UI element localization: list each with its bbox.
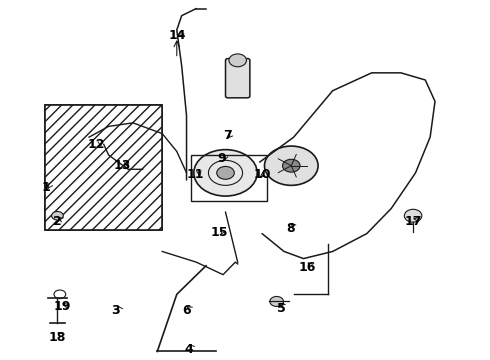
Text: 13: 13 [114,159,131,172]
Text: 1: 1 [42,181,50,194]
Text: 6: 6 [182,304,191,317]
Text: 5: 5 [277,302,286,315]
Text: 15: 15 [210,226,228,239]
Text: 10: 10 [253,168,271,181]
Text: 7: 7 [223,129,232,142]
Circle shape [229,54,246,67]
Text: 11: 11 [187,168,204,181]
Text: 4: 4 [185,343,194,356]
Circle shape [265,146,318,185]
Circle shape [194,150,257,196]
Circle shape [404,209,422,222]
Text: 3: 3 [112,304,120,317]
Text: 8: 8 [286,222,294,235]
Circle shape [217,166,234,179]
FancyBboxPatch shape [225,59,250,98]
FancyBboxPatch shape [45,105,162,230]
Text: 19: 19 [53,300,71,313]
Text: 12: 12 [88,138,105,151]
Text: 16: 16 [299,261,316,274]
Polygon shape [45,105,162,230]
Text: 17: 17 [404,215,422,228]
Text: 14: 14 [169,29,187,42]
Circle shape [270,296,284,306]
Circle shape [51,211,63,220]
Text: 18: 18 [49,331,66,344]
Text: 2: 2 [53,215,62,228]
Circle shape [283,159,300,172]
Text: 9: 9 [217,152,226,165]
